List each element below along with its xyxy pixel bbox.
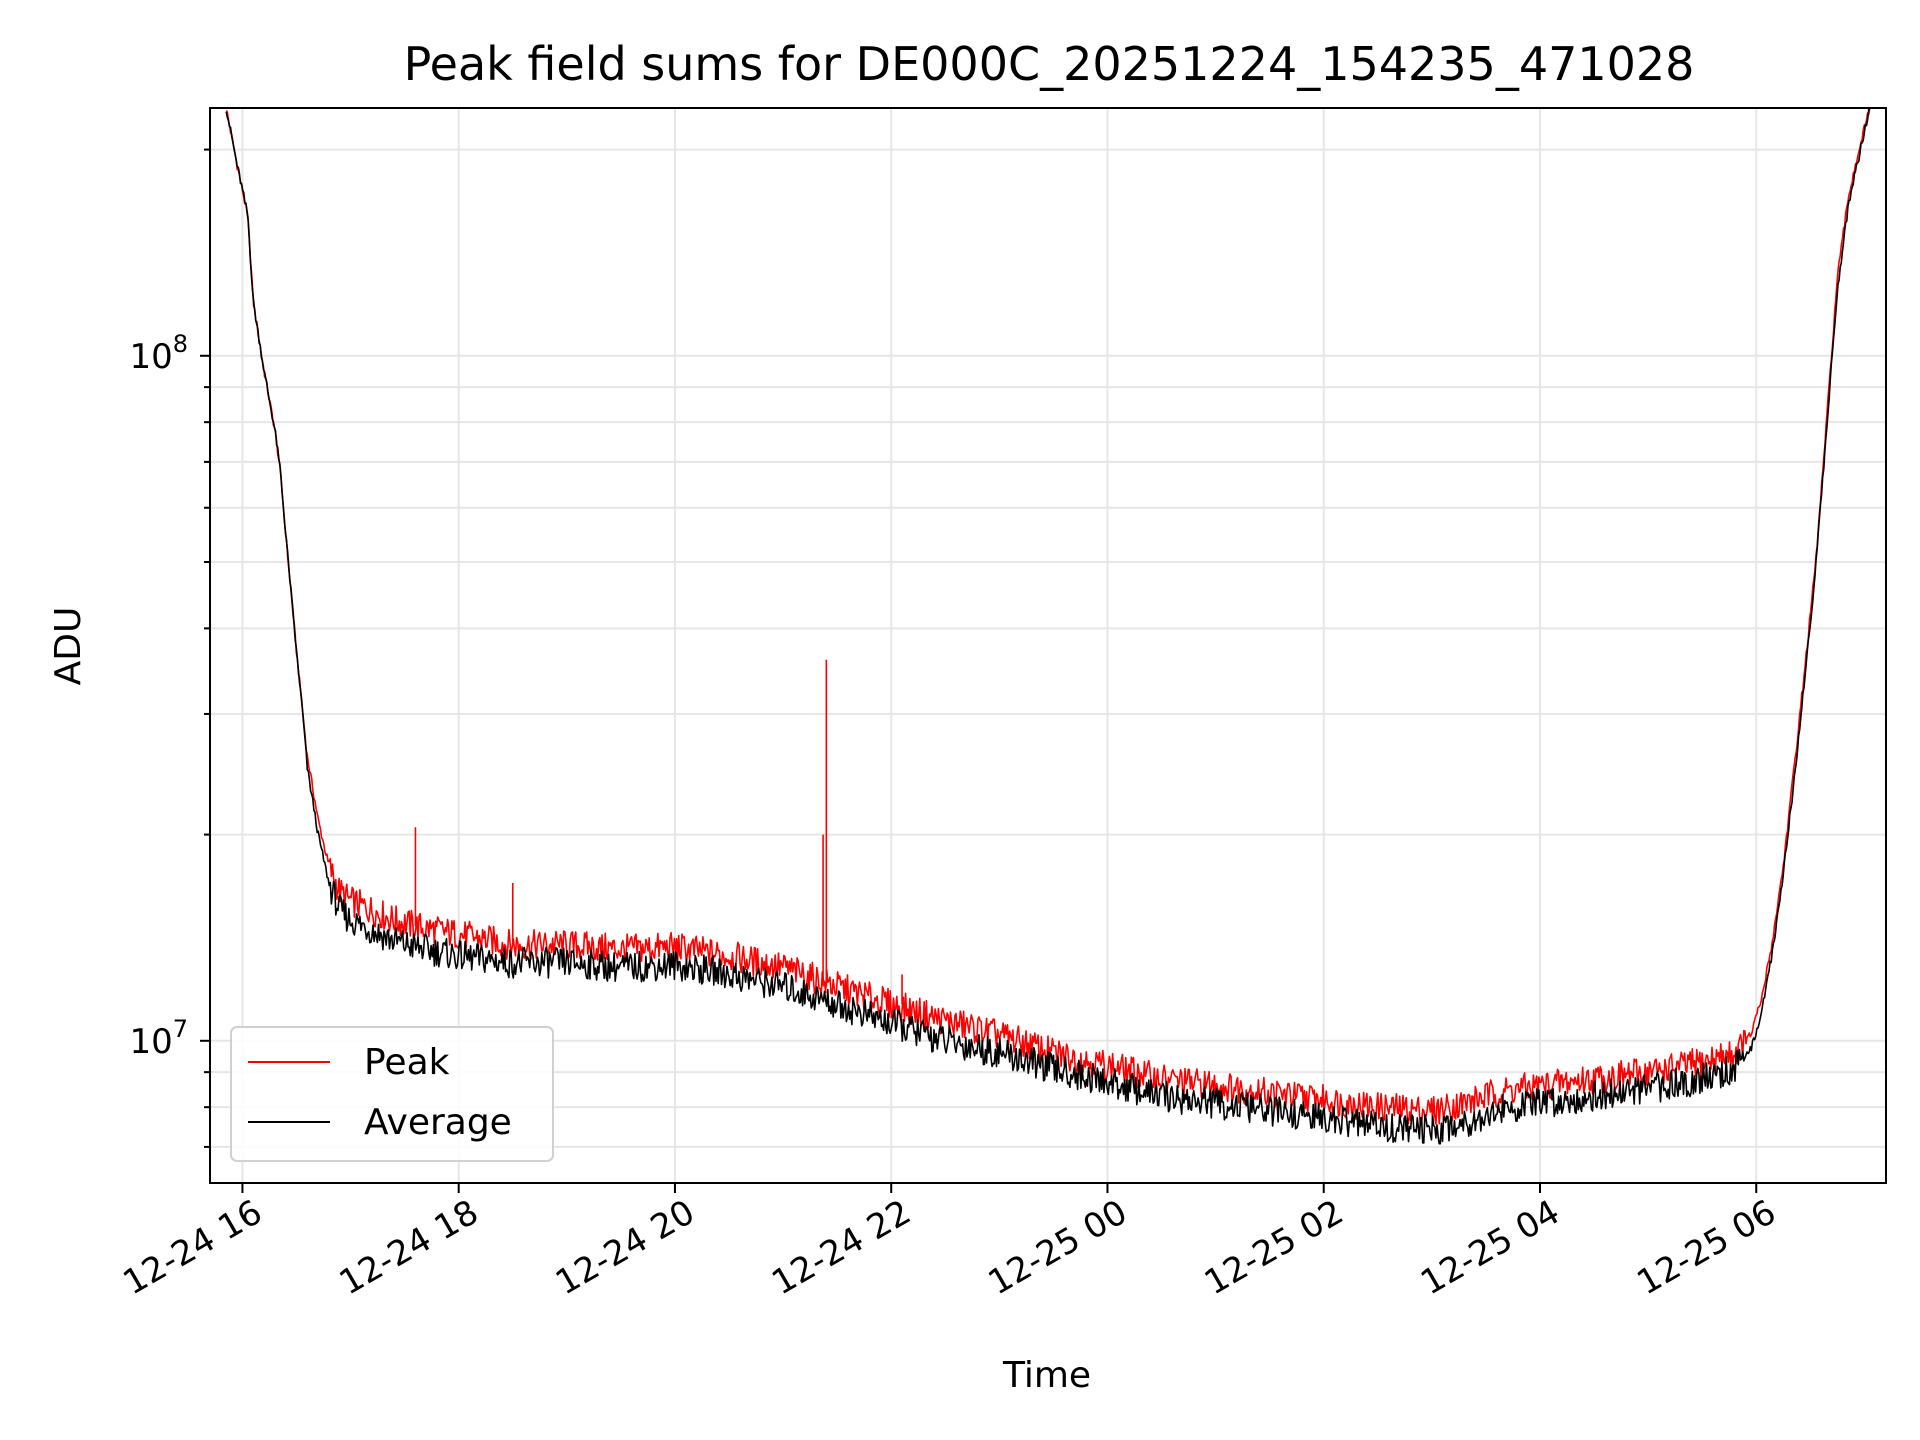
chart-title: Peak field sums for DE000C_20251224_1542… [404,37,1695,91]
y-axis: 107 108 [129,148,210,1148]
legend-label-peak: Peak [364,1042,450,1083]
x-tick-label-1: 12-24 18 [333,1192,485,1303]
x-tick-label-5: 12-25 02 [1198,1192,1350,1303]
x-tick-label-6: 12-25 04 [1414,1192,1566,1303]
x-tick-label-7: 12-25 06 [1630,1192,1782,1303]
x-tick-label-3: 12-24 22 [765,1192,917,1303]
y-tick-label-1: 108 [129,330,188,377]
x-tick-label-2: 12-24 20 [549,1192,701,1303]
x-axis-label: Time [1002,1355,1091,1396]
grid [210,108,1886,1183]
legend-label-average: Average [364,1102,512,1143]
series-line-peak [225,107,1871,1127]
y-tick-label-0: 107 [129,1015,188,1062]
series-layer [225,107,1871,1145]
x-axis: 12-24 16 12-24 18 12-24 20 12-24 22 12-25 00… [117,1183,1783,1303]
x-tick-label-0: 12-24 16 [117,1192,269,1303]
legend: Peak Average [230,1026,554,1162]
series-line-average [225,107,1871,1145]
x-tick-label-4: 12-25 00 [982,1192,1134,1303]
plot-frame [209,107,1887,1184]
legend-box [230,1026,554,1162]
y-axis-label: ADU [48,607,89,686]
